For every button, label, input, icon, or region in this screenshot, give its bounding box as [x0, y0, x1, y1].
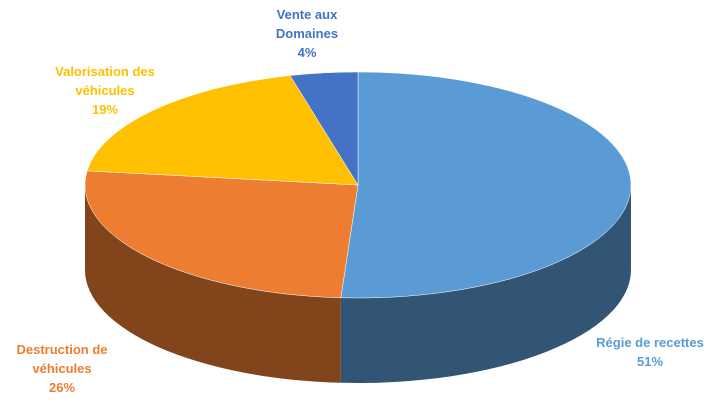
- slice: [289, 71, 359, 186]
- slice: [340, 71, 632, 299]
- data-label: Vente aux Domaines 4%: [252, 5, 362, 62]
- slice-side: [340, 185, 631, 383]
- value-label: 19%: [91, 102, 119, 117]
- data-label: Régie de recettes 51%: [575, 333, 715, 371]
- category-label: Régie de recettes: [596, 335, 704, 350]
- slice: [84, 170, 359, 299]
- slice: [86, 75, 359, 186]
- data-label: Destruction de véhicules 26%: [2, 340, 122, 397]
- value-label: 4%: [297, 45, 317, 60]
- data-label: Valorisation des véhicules 19%: [30, 62, 180, 119]
- category-label: Valorisation des véhicules: [55, 64, 155, 98]
- slice-side: [85, 185, 341, 383]
- value-label: 26%: [48, 380, 76, 395]
- category-label: Vente aux Domaines: [275, 7, 339, 41]
- value-label: 51%: [636, 354, 664, 369]
- category-label: Destruction de véhicules: [16, 342, 108, 376]
